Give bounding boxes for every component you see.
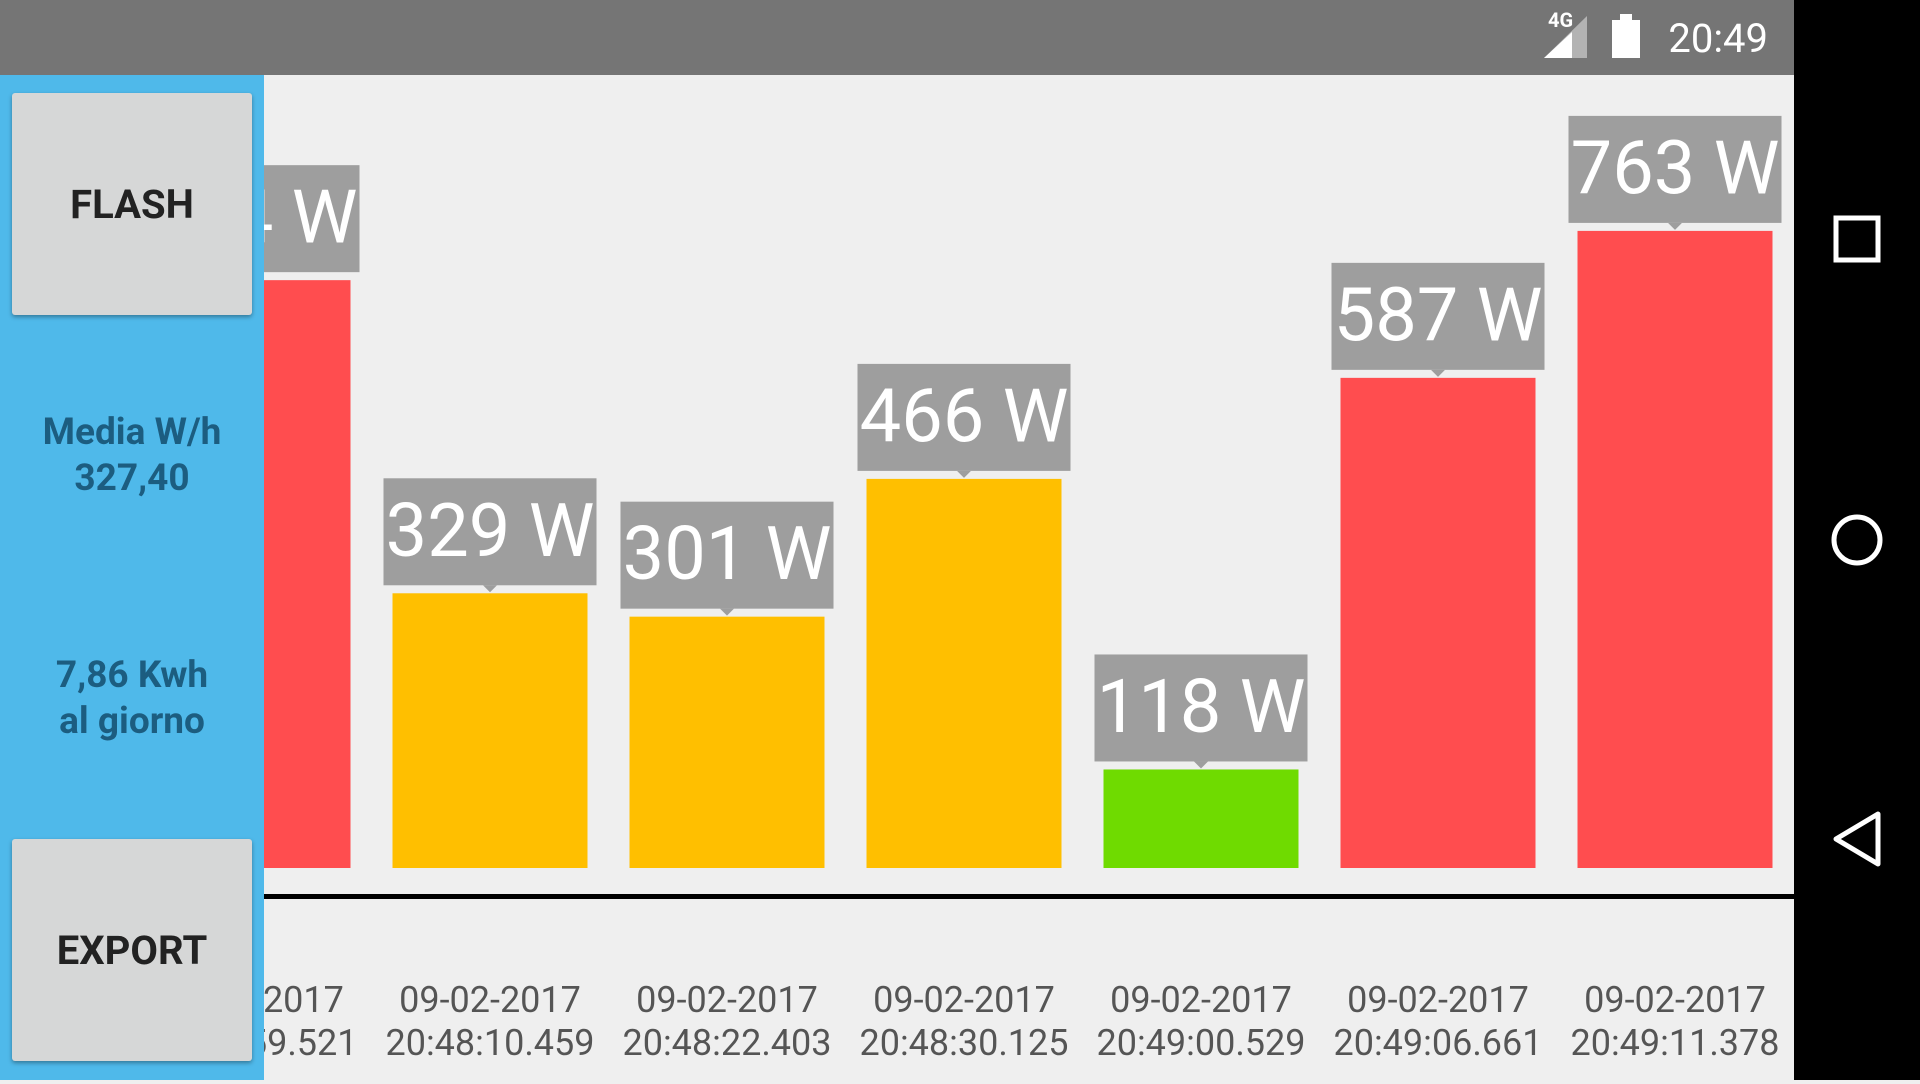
x-tick-label: 20:48:22.403 xyxy=(622,1022,831,1064)
value-label-box xyxy=(857,363,1071,471)
value-label: 587 W xyxy=(1334,272,1543,359)
value-label-box xyxy=(1331,262,1545,370)
bar xyxy=(392,593,588,868)
battery-tip xyxy=(1620,14,1632,21)
x-tick-label: 09-02-2017 xyxy=(636,979,818,1021)
value-label: 301 W xyxy=(623,511,832,598)
value-label: 118 W xyxy=(1097,664,1306,751)
value-label-pointer xyxy=(1431,369,1445,377)
x-tick-label: 09-02-2017 xyxy=(399,979,581,1021)
x-tick-label: 09-02-2017 xyxy=(1110,979,1292,1021)
home-button[interactable] xyxy=(1831,514,1883,566)
flash-button[interactable]: FLASH xyxy=(12,93,252,315)
average-label: Media W/h xyxy=(42,411,222,454)
status-bar: 4G 20:49 xyxy=(0,0,1794,75)
sidebar: FLASH Media W/h 327,40 7,86 Kwh al giorn… xyxy=(0,75,264,1080)
bar xyxy=(866,478,1062,868)
signal-icon xyxy=(1544,16,1587,58)
bar xyxy=(1577,230,1773,868)
navigation-bar xyxy=(1794,0,1920,1080)
x-tick-label: 09-02-2017 xyxy=(1584,979,1766,1021)
bar xyxy=(1340,377,1536,868)
back-button[interactable] xyxy=(1833,811,1881,867)
x-tick-label: 20:49:00.529 xyxy=(1096,1022,1305,1064)
x-tick-label: 20:48:30.125 xyxy=(859,1022,1068,1064)
bar xyxy=(629,616,825,868)
x-tick-label: 20:49:06.661 xyxy=(1333,1022,1542,1064)
x-tick-label: 20:48:10.459 xyxy=(385,1022,594,1064)
x-tick-label: 09-02-2017 xyxy=(873,979,1055,1021)
average-info: Media W/h 327,40 xyxy=(0,410,264,502)
x-tick-label: 20:47:59.521 xyxy=(264,1022,358,1064)
value-label-pointer xyxy=(957,470,971,478)
bar xyxy=(264,280,351,868)
value-label: 466 W xyxy=(860,373,1069,460)
x-tick-label: 09-02-2017 xyxy=(1347,979,1529,1021)
value-label-box xyxy=(264,165,360,273)
daily-info: 7,86 Kwh al giorno xyxy=(0,653,264,745)
signal-level xyxy=(1544,32,1572,58)
x-tick-label: 20:49:11.378 xyxy=(1570,1022,1779,1064)
average-value: 327,40 xyxy=(74,457,190,500)
battery-icon xyxy=(1612,20,1640,58)
network-type: 4G xyxy=(1548,8,1573,32)
value-label: 763 W xyxy=(1571,125,1780,212)
value-label-pointer xyxy=(1668,222,1682,230)
status-icons: 4G 20:49 xyxy=(1544,8,1768,62)
nav-icons xyxy=(1831,215,1883,867)
value-label-box xyxy=(1568,115,1782,223)
export-button[interactable]: EXPORT xyxy=(12,839,252,1061)
x-axis-line xyxy=(264,894,1794,899)
value-label-box xyxy=(620,501,834,609)
value-label-pointer xyxy=(720,608,734,616)
daily-energy: 7,86 Kwh xyxy=(55,654,209,697)
bar xyxy=(1103,769,1299,868)
recents-button[interactable] xyxy=(1833,215,1881,263)
value-label-box xyxy=(383,478,597,586)
value-label-box xyxy=(1094,654,1308,762)
daily-label: al giorno xyxy=(59,700,205,743)
x-tick-label: 09-02-2017 xyxy=(264,979,344,1021)
value-label: 704 W xyxy=(264,175,357,262)
value-label-pointer xyxy=(483,585,497,593)
clock: 20:49 xyxy=(1668,15,1768,62)
value-label-pointer xyxy=(1194,761,1208,769)
value-label: 329 W xyxy=(386,488,595,575)
